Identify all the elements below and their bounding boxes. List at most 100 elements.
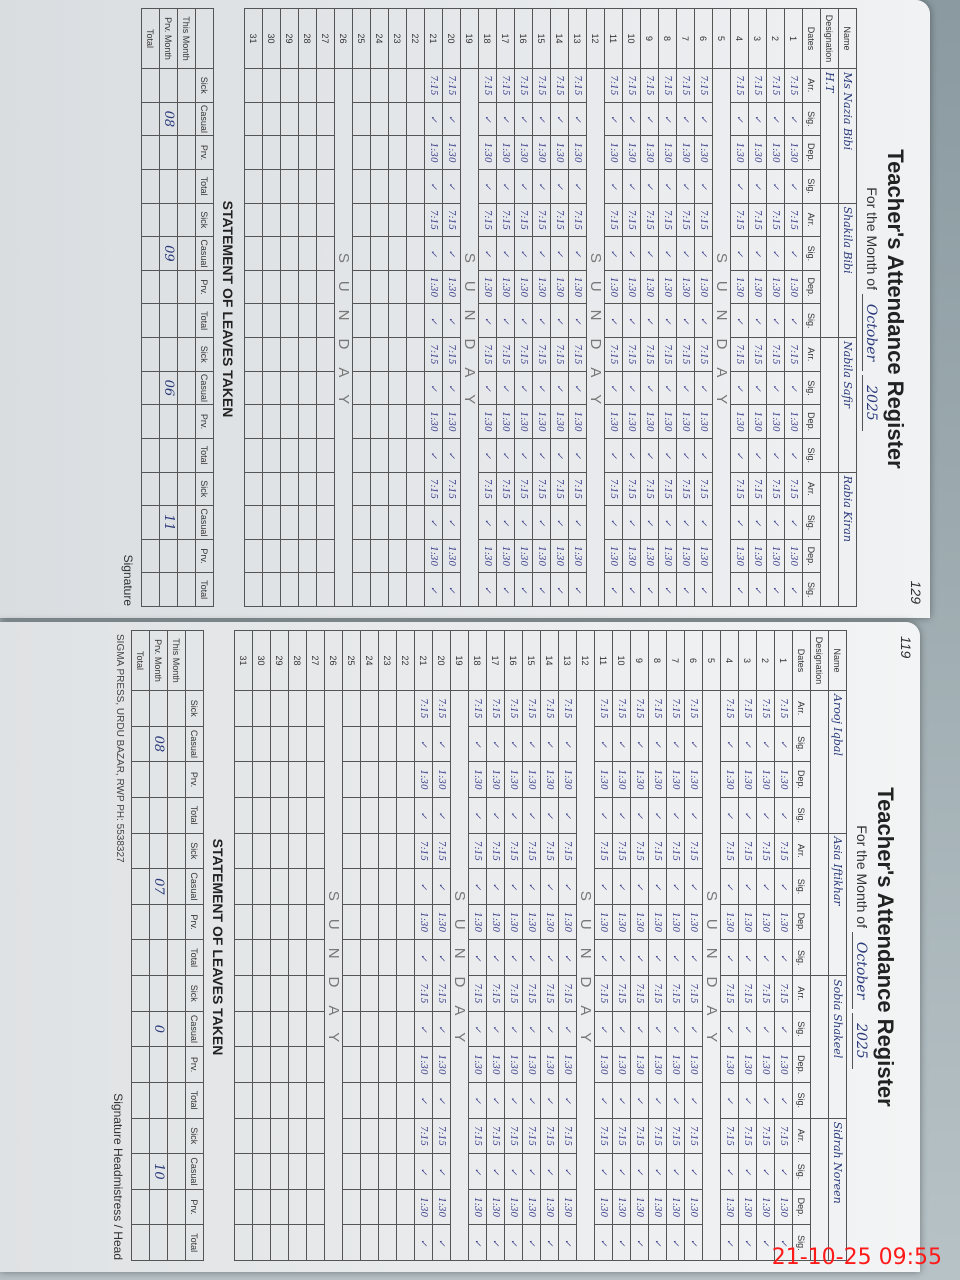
time-cell <box>316 404 335 439</box>
signature-cell: ✓ <box>540 1082 559 1119</box>
time-cell <box>370 270 389 304</box>
time-cell <box>280 472 299 506</box>
page-number: 119 <box>898 636 914 659</box>
time-cell: 7:15 <box>468 1118 487 1154</box>
time-cell <box>342 761 361 798</box>
date-cell: 29 <box>280 8 299 69</box>
signature-cell: ✓ <box>748 303 767 338</box>
leave-cell <box>167 797 186 833</box>
date-cell: 19 <box>460 8 479 69</box>
day-row: 19 SUNDAY <box>450 630 469 1261</box>
leave-cell <box>149 1224 168 1261</box>
leave-cell <box>141 472 160 506</box>
signature-cell: ✓ <box>568 505 587 540</box>
time-cell: 7:15 <box>730 337 749 372</box>
day-row: 16 7:15 ✓ 1:30 ✓ 7:15 ✓ 1:30 ✓ 7:15 ✓ 1:30 ✓ 7:15 ✓ 1:3… <box>514 8 533 607</box>
column-header: Dep. <box>792 904 811 940</box>
time-cell: 7:15 <box>468 833 487 869</box>
sunday-marker: SUNDAY <box>576 690 595 1261</box>
signature-cell: ✓ <box>640 505 659 540</box>
sunday-marker: SUNDAY <box>586 68 605 607</box>
signature-cell <box>388 236 407 271</box>
time-cell: 1:30 <box>522 1046 541 1083</box>
leave-cell <box>167 1011 186 1047</box>
leave-cell <box>177 371 196 405</box>
time-cell: 7:15 <box>442 203 461 237</box>
leaves-table: Sick Casual Prv. Total Sick Casual Prv. Total Si… <box>141 0 214 618</box>
time-cell <box>342 690 361 727</box>
leave-row-label: Total <box>131 630 150 691</box>
signature-cell: ✓ <box>558 868 577 905</box>
time-cell <box>306 690 325 727</box>
time-cell: 7:15 <box>468 975 487 1012</box>
time-cell <box>280 135 299 170</box>
time-cell: 1:30 <box>676 270 695 304</box>
signature-cell <box>406 169 425 203</box>
time-cell: 7:15 <box>522 975 541 1012</box>
signature-cell: ✓ <box>604 438 623 473</box>
time-cell: 7:15 <box>442 337 461 372</box>
signature-cell: ✓ <box>568 236 587 271</box>
time-cell: 1:30 <box>658 135 677 170</box>
time-cell <box>288 1046 307 1083</box>
time-cell <box>352 135 371 170</box>
signature-cell: ✓ <box>558 797 577 834</box>
signature-cell <box>396 1011 415 1047</box>
signature-cell: ✓ <box>414 726 433 762</box>
signature-cell: ✓ <box>748 505 767 540</box>
date-cell: 18 <box>468 630 487 691</box>
time-cell: 1:30 <box>486 1046 505 1083</box>
signature-cell: ✓ <box>748 572 767 607</box>
time-cell: 1:30 <box>514 404 533 439</box>
date-cell: 24 <box>360 630 379 691</box>
signature-cell: ✓ <box>694 236 713 271</box>
signature-cell <box>352 505 371 540</box>
left-page: 129 Teacher's Attendance Register For th… <box>0 0 930 618</box>
time-cell <box>262 135 281 170</box>
day-row: 29 <box>280 8 299 607</box>
date-cell: 4 <box>730 8 749 69</box>
signature-cell <box>270 1082 289 1119</box>
time-cell <box>234 690 253 727</box>
time-cell: 1:30 <box>568 404 587 439</box>
date-cell: 26 <box>334 8 353 69</box>
day-row: 5 SUNDAY <box>712 8 731 607</box>
leave-cell <box>131 904 150 940</box>
time-cell: 1:30 <box>442 404 461 439</box>
column-header: Arr. <box>802 337 821 372</box>
signature-cell: ✓ <box>720 797 739 834</box>
signature-cell: ✓ <box>504 726 523 762</box>
time-cell <box>378 904 397 940</box>
signature-cell: ✓ <box>604 169 623 203</box>
leave-cell <box>177 169 196 203</box>
time-cell: 7:15 <box>414 1118 433 1154</box>
signature-cell <box>306 1153 325 1190</box>
signature-cell: ✓ <box>648 1153 667 1190</box>
time-cell: 1:30 <box>784 539 803 573</box>
signature-cell: ✓ <box>694 505 713 540</box>
designation <box>810 690 829 834</box>
time-cell <box>370 135 389 170</box>
signature-cell: ✓ <box>766 572 785 607</box>
date-cell: 13 <box>558 630 577 691</box>
time-cell <box>280 337 299 372</box>
day-row: 27 <box>316 8 335 607</box>
time-cell: 1:30 <box>694 404 713 439</box>
page-title: Teacher's Attendance Register <box>883 149 908 469</box>
signature-cell: ✓ <box>774 797 793 834</box>
signature-cell: ✓ <box>522 939 541 976</box>
signature-cell: ✓ <box>748 236 767 271</box>
signature-cell <box>280 236 299 271</box>
time-cell: 7:15 <box>424 337 443 372</box>
signature-cell <box>234 1082 253 1119</box>
time-cell: 7:15 <box>504 975 523 1012</box>
time-cell: 7:15 <box>478 472 497 506</box>
time-cell <box>360 833 379 869</box>
signature-cell: ✓ <box>550 438 569 473</box>
signature-cell: ✓ <box>648 1082 667 1119</box>
time-cell: 1:30 <box>522 1189 541 1225</box>
signature-cell: ✓ <box>766 102 785 136</box>
time-cell: 1:30 <box>414 1046 433 1083</box>
signature-cell <box>396 1153 415 1190</box>
page-title: Teacher's Attendance Register <box>873 787 898 1107</box>
